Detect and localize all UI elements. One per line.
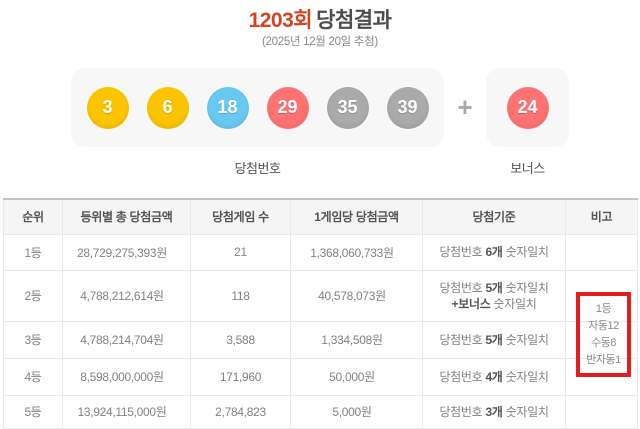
remark-cell bbox=[565, 394, 638, 429]
criteria-text: 당첨번호 bbox=[439, 332, 486, 347]
per-game-amount-cell: 40,578,073원 bbox=[290, 269, 423, 322]
criteria-cell: 당첨번호 4개 숫자일치 bbox=[422, 357, 566, 396]
criteria-bold-text: 5개 bbox=[485, 332, 503, 347]
game-count-cell: 2,784,823 bbox=[190, 394, 291, 429]
winning-ball-1: 3 bbox=[86, 86, 129, 129]
table-row: 4등 8,598,000,000원 171,960 50,000원 당첨번호 4… bbox=[3, 357, 638, 396]
header-remark: 비고 bbox=[565, 198, 638, 235]
criteria-text: 숫자일치 bbox=[502, 280, 549, 295]
winning-ball-6: 39 bbox=[386, 86, 429, 129]
per-game-amount-cell: 1,368,060,733원 bbox=[290, 233, 423, 271]
criteria-cell: 당첨번호 3개 숫자일치 bbox=[422, 394, 566, 429]
bonus-label: 보너스 bbox=[510, 161, 545, 176]
annotation-line: 1등 bbox=[595, 303, 612, 315]
header-criteria: 당첨기준 bbox=[422, 198, 566, 235]
header-per-game-amount: 1게임당 당첨금액 bbox=[290, 198, 423, 235]
bonus-number-card: 24 bbox=[486, 68, 569, 147]
total-amount-cell: 28,729,275,393원 bbox=[62, 233, 191, 271]
criteria-text: 당첨번호 bbox=[439, 245, 486, 259]
annotation-line: 자동12 bbox=[588, 320, 619, 332]
criteria-text: 당첨번호 bbox=[439, 369, 486, 384]
criteria-text: 숫자일치 bbox=[490, 296, 537, 311]
total-amount-cell: 4,788,212,614원 bbox=[62, 269, 191, 322]
rank-cell: 3등 bbox=[3, 320, 63, 359]
page-header: 1203회 당첨결과 (2025년 12월 20일 추첨) bbox=[0, 0, 640, 51]
game-count-cell: 118 bbox=[190, 269, 291, 322]
criteria-text: 숫자일치 bbox=[502, 332, 549, 347]
criteria-bold-text: 3개 bbox=[485, 404, 503, 419]
per-game-amount-cell: 50,000원 bbox=[290, 357, 423, 396]
table-row: 5등 13,924,115,000원 2,784,823 5,000원 당첨번호… bbox=[3, 394, 638, 429]
criteria-cell: 당첨번호 5개 숫자일치 +보너스 숫자일치 bbox=[422, 269, 566, 322]
game-count-cell: 171,960 bbox=[190, 357, 291, 396]
criteria-text: 당첨번호 bbox=[439, 404, 486, 419]
total-amount-cell: 8,598,000,000원 bbox=[62, 357, 191, 396]
winning-numbers-card: 3 6 18 29 35 39 bbox=[71, 68, 444, 147]
page-title: 1203회 당첨결과 bbox=[0, 7, 640, 34]
criteria-text: 당첨번호 bbox=[439, 280, 486, 295]
draw-result-section: 3 6 18 29 35 39 + 24 bbox=[0, 68, 640, 147]
rank-cell: 2등 bbox=[3, 269, 63, 322]
bonus-ball: 24 bbox=[506, 86, 549, 129]
prize-result-table: 순위 등위별 총 당첨금액 당첨게임 수 1게임당 당첨금액 당첨기준 비고 1… bbox=[3, 198, 638, 429]
winning-ball-2: 6 bbox=[146, 86, 189, 129]
per-game-amount-cell: 5,000원 bbox=[290, 394, 423, 429]
criteria-bold-text: 5개 bbox=[485, 280, 503, 295]
header-game-count: 당첨게임 수 bbox=[190, 198, 291, 235]
header-total-amount: 등위별 총 당첨금액 bbox=[62, 198, 191, 235]
criteria-bold-text: 4개 bbox=[485, 369, 503, 384]
header-rank: 순위 bbox=[3, 198, 63, 235]
draw-date-subtitle: (2025년 12월 20일 추첨) bbox=[262, 36, 378, 48]
rank-cell: 1등 bbox=[3, 233, 63, 271]
criteria-bold-text: +보너스 bbox=[451, 296, 491, 311]
remark-cell bbox=[565, 233, 638, 271]
draw-labels: 당첨번호 보너스 bbox=[0, 158, 640, 177]
label-spacer bbox=[444, 158, 486, 177]
annotation-line: 반자동1 bbox=[586, 354, 621, 366]
criteria-cell: 당첨번호 5개 숫자일치 bbox=[422, 320, 566, 359]
criteria-cell: 당첨번호 6개 숫자일치 bbox=[422, 233, 566, 271]
rank-cell: 4등 bbox=[3, 357, 63, 396]
page-title-text: 당첨결과 bbox=[316, 9, 392, 32]
per-game-amount-cell: 1,334,508원 bbox=[290, 320, 423, 359]
draw-round-number: 1203회 bbox=[248, 9, 313, 32]
rank-cell: 5등 bbox=[3, 394, 63, 429]
winning-ball-5: 35 bbox=[326, 86, 369, 129]
criteria-text: 숫자일치 bbox=[502, 245, 549, 259]
game-count-cell: 3,588 bbox=[190, 320, 291, 359]
table-row: 3등 4,788,214,704원 3,588 1,334,508원 당첨번호 … bbox=[3, 320, 638, 359]
game-count-cell: 21 bbox=[190, 233, 291, 271]
annotation-line: 수동8 bbox=[591, 337, 616, 349]
table-header-row: 순위 등위별 총 당첨금액 당첨게임 수 1게임당 당첨금액 당첨기준 비고 bbox=[3, 198, 638, 235]
criteria-text: 숫자일치 bbox=[502, 404, 549, 419]
plus-icon: + bbox=[457, 92, 473, 122]
first-prize-breakdown-annotation: 1등 자동12 수동8 반자동1 bbox=[576, 292, 631, 377]
total-amount-cell: 4,788,214,704원 bbox=[62, 320, 191, 359]
criteria-bold-text: 6개 bbox=[485, 245, 503, 259]
winning-ball-3: 18 bbox=[206, 86, 249, 129]
table-row: 2등 4,788,212,614원 118 40,578,073원 당첨번호 5… bbox=[3, 269, 638, 322]
winning-numbers-label: 당첨번호 bbox=[234, 161, 281, 176]
criteria-text: 숫자일치 bbox=[502, 369, 549, 384]
table-row: 1등 28,729,275,393원 21 1,368,060,733원 당첨번… bbox=[3, 233, 638, 271]
winning-ball-4: 29 bbox=[266, 86, 309, 129]
total-amount-cell: 13,924,115,000원 bbox=[62, 394, 191, 429]
